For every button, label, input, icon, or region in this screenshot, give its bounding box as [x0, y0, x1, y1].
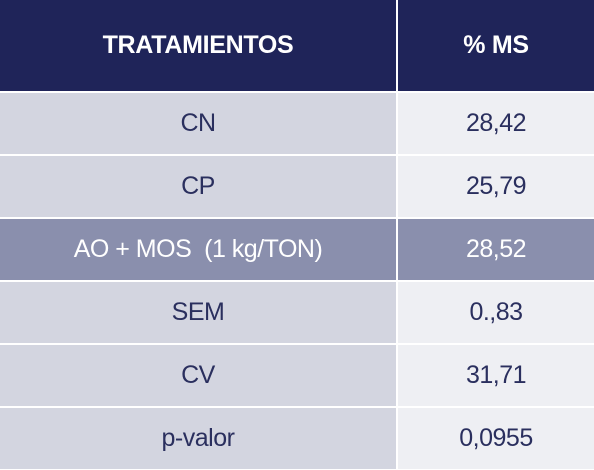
row-treatment-p-valor: p-valor: [0, 408, 396, 469]
table-row: p-valor 0,0955: [0, 406, 594, 469]
table-header-row: TRATAMIENTOS % MS: [0, 0, 594, 91]
row-value-cv: 31,71: [396, 345, 594, 406]
row-treatment-cv: CV: [0, 345, 396, 406]
table-row-highlighted: AO + MOS (1 kg/TON) 28,52: [0, 217, 594, 280]
row-value-sem: 0.,83: [396, 282, 594, 343]
header-ms-percent: % MS: [396, 0, 594, 91]
table-row: CP 25,79: [0, 154, 594, 217]
row-value-cn: 28,42: [396, 93, 594, 154]
header-treatments: TRATAMIENTOS: [102, 31, 294, 59]
table-row: CV 31,71: [0, 343, 594, 406]
row-treatment-sem: SEM: [0, 282, 396, 343]
row-value-ao-mos: 28,52: [396, 219, 594, 280]
row-value-p-valor: 0,0955: [396, 408, 594, 469]
row-treatment-ao-mos: AO + MOS (1 kg/TON): [0, 219, 396, 280]
table-row: CN 28,42: [0, 91, 594, 154]
row-treatment-cp: CP: [0, 156, 396, 217]
table-row: SEM 0.,83: [0, 280, 594, 343]
row-value-cp: 25,79: [396, 156, 594, 217]
row-treatment-cn: CN: [0, 93, 396, 154]
